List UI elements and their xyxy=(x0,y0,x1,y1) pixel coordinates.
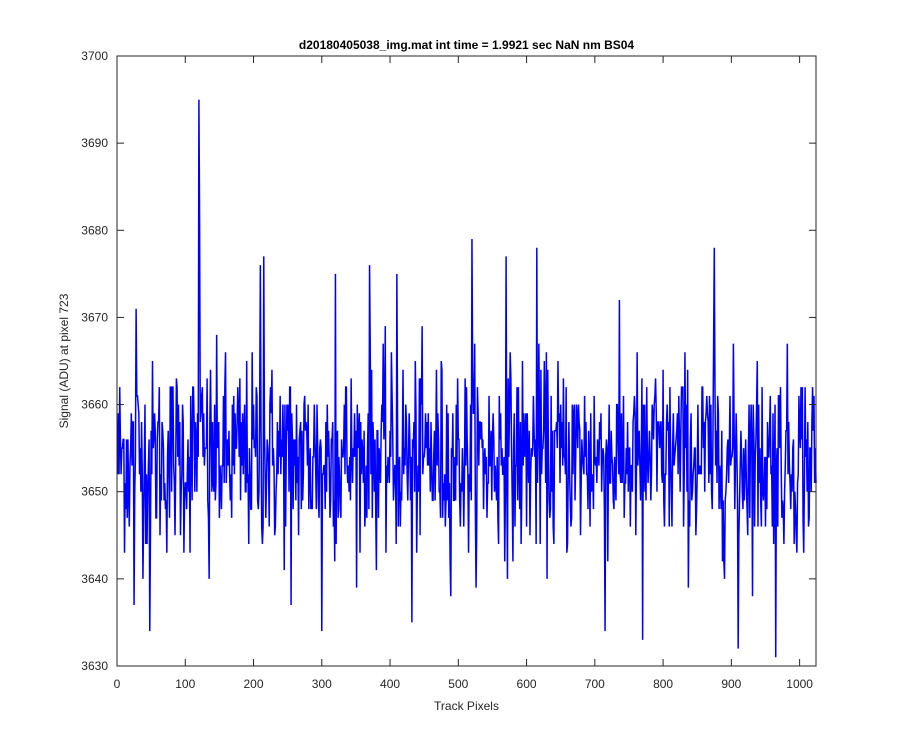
x-tick-label: 900 xyxy=(721,677,741,691)
y-tick-label: 3680 xyxy=(81,223,108,237)
series-layer xyxy=(116,99,817,658)
x-tick-label: 200 xyxy=(244,677,264,691)
x-axis-ticks: 0 100 200 300 400 500 600 700 800 900 1000 xyxy=(114,56,813,691)
y-tick-label: 3630 xyxy=(81,659,108,673)
axes-box xyxy=(116,55,817,667)
x-tick-label: 100 xyxy=(175,677,195,691)
x-tick-label: 500 xyxy=(448,677,468,691)
x-tick-label: 700 xyxy=(585,677,605,691)
x-tick-label: 600 xyxy=(517,677,537,691)
x-tick-label: 300 xyxy=(312,677,332,691)
y-tick-label: 3670 xyxy=(81,310,108,324)
y-tick-label: 3640 xyxy=(81,572,108,586)
x-tick-label: 800 xyxy=(653,677,673,691)
x-axis-label: Track Pixels xyxy=(434,699,499,713)
plot-area xyxy=(117,56,816,666)
y-tick-label: 3690 xyxy=(81,136,108,150)
y-axis-label: Signal (ADU) at pixel 723 xyxy=(57,293,71,428)
y-axis-ticks: 3630 3640 3650 3660 3670 3680 3690 3700 xyxy=(81,49,816,673)
x-tick-label: 400 xyxy=(380,677,400,691)
x-tick-label: 1000 xyxy=(786,677,813,691)
signal-series-line xyxy=(116,99,817,658)
x-tick-label: 0 xyxy=(114,677,121,691)
y-tick-label: 3650 xyxy=(81,485,108,499)
y-tick-label: 3700 xyxy=(81,49,108,63)
y-tick-label: 3660 xyxy=(81,398,108,412)
chart-title: d20180405038_img.mat int time = 1.9921 s… xyxy=(299,38,635,52)
